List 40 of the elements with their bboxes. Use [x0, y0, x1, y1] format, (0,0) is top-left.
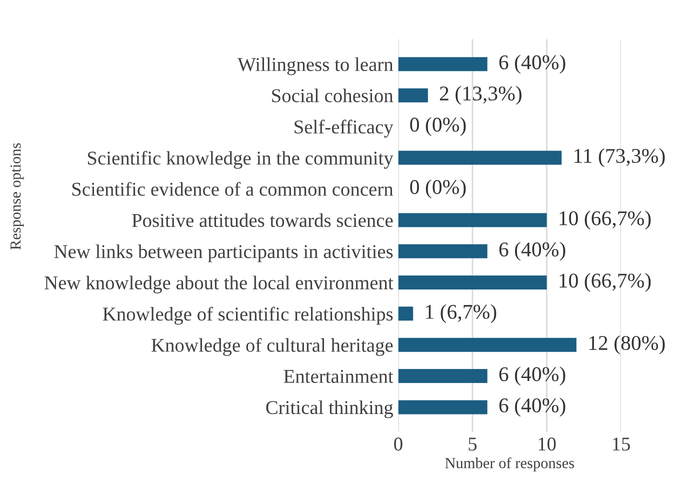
y-tick-label: Positive attitudes towards science [132, 213, 393, 228]
data-label: 0 (0%) [410, 179, 466, 198]
y-tick-label: Knowledge of cultural heritage [152, 338, 393, 356]
bar [398, 88, 428, 102]
y-tick-label: Knowledge of scientific relationships [102, 306, 393, 325]
data-label: 10 (66,7%) [560, 210, 651, 230]
data-label: 6 (40%) [499, 398, 566, 417]
bar [398, 244, 488, 258]
bar [398, 213, 547, 228]
x-tick-label: 5 [468, 438, 477, 451]
y-tick-label: Self-efficacy [294, 120, 394, 138]
y-tick-label: New knowledge about the local environment [44, 276, 394, 294]
data-label: 11 (73,3%) [574, 148, 665, 168]
bar [398, 369, 488, 384]
data-label: 12 (80%) [589, 335, 665, 354]
y-tick-label: Entertainment [284, 370, 394, 383]
bar [398, 275, 547, 290]
bar [398, 150, 562, 165]
y-tick-label: Willingness to learn [238, 57, 394, 76]
bar [398, 306, 414, 321]
data-label: 0 (0%) [410, 117, 466, 136]
bar [398, 57, 488, 72]
data-label: 2 (13,3%) [440, 86, 522, 105]
x-tick-label: 0 [394, 438, 402, 451]
x-tick-label: 10 [538, 438, 556, 451]
x-tick-label: 15 [612, 438, 630, 451]
y-tick-label: Social cohesion [272, 88, 394, 102]
y-tick-label: New links between participants in activities [54, 244, 393, 262]
bar [398, 338, 576, 352]
y-tick-label: Scientific evidence of a common concern [72, 182, 394, 196]
data-label: 1 (6,7%) [426, 304, 496, 324]
data-label: 6 (40%) [499, 242, 566, 261]
bar [398, 400, 488, 414]
data-label: 10 (66,7%) [560, 273, 651, 292]
y-tick-label: Critical thinking [266, 400, 394, 418]
y-tick-label: Scientific knowledge in the community [88, 150, 394, 169]
data-label: 6 (40%) [499, 54, 566, 74]
data-label: 6 (40%) [499, 366, 566, 386]
y-axis-title: Response options [10, 143, 24, 250]
x-axis-title: Number of responses [445, 457, 574, 472]
